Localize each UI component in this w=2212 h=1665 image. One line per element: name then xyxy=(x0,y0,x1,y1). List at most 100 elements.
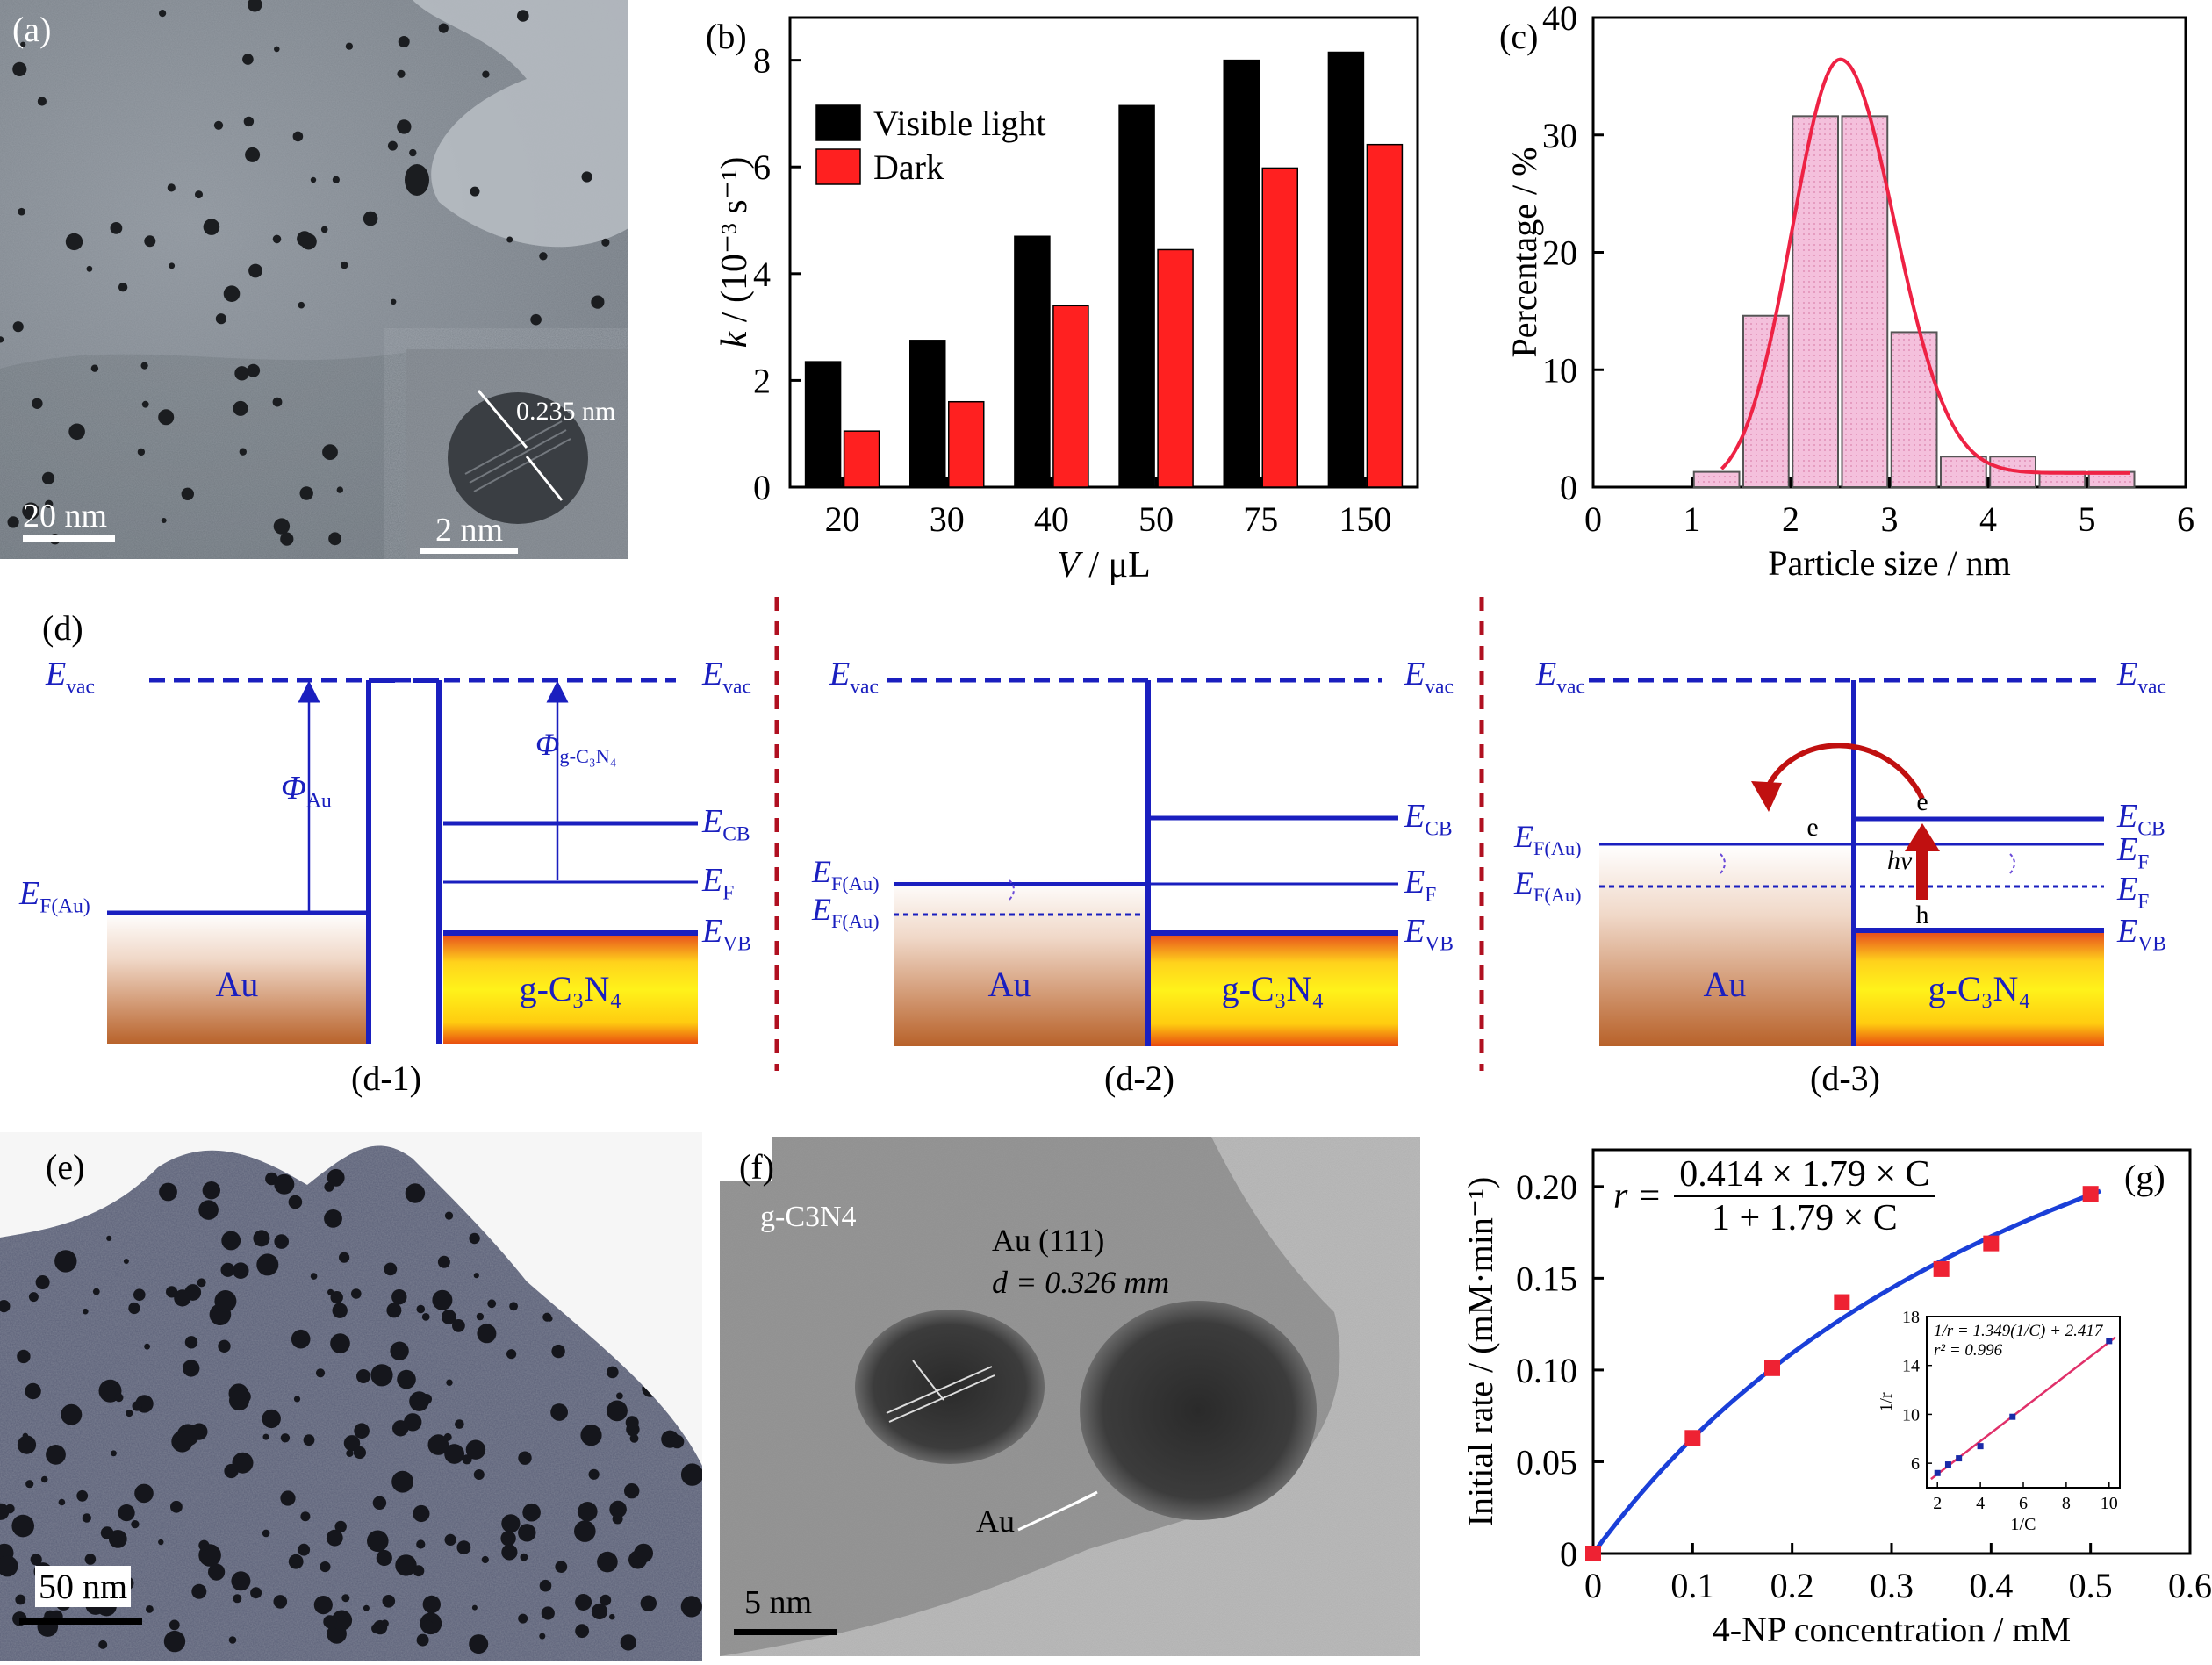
nanoparticle xyxy=(670,1434,685,1449)
nanoparticle xyxy=(506,1349,517,1360)
label-electron-au: e xyxy=(1806,813,1818,842)
nanoparticle xyxy=(248,263,262,278)
nanoparticle xyxy=(518,1524,536,1542)
nanoparticle xyxy=(12,61,27,76)
nanoparticle xyxy=(629,1434,639,1443)
nanoparticle xyxy=(232,1262,249,1279)
inset-x-label: 1/C xyxy=(2011,1515,2036,1534)
fit-curve xyxy=(1591,1188,2101,1555)
nanoparticle xyxy=(541,1606,555,1620)
nanoparticle xyxy=(326,1529,343,1547)
inset-data-point xyxy=(2009,1413,2016,1420)
nanoparticle xyxy=(213,120,224,130)
nanoparticle xyxy=(114,1393,124,1403)
nanoparticle xyxy=(106,1235,112,1241)
label-ef: EF xyxy=(2116,871,2149,914)
nanoparticle xyxy=(555,1561,568,1573)
bar-visible-light xyxy=(1327,51,1365,488)
nanoparticle xyxy=(591,1603,608,1620)
nanoparticle xyxy=(397,119,412,134)
nanoparticle xyxy=(25,1382,41,1400)
nanoparticle xyxy=(300,1511,311,1522)
shift-arrow xyxy=(1720,853,1726,874)
nanoparticle xyxy=(11,1514,34,1538)
bar-dark xyxy=(1157,248,1194,488)
bar-dark xyxy=(1366,143,1404,488)
nanoparticle xyxy=(539,1633,546,1640)
nanoparticle xyxy=(432,1289,453,1310)
nanoparticle xyxy=(280,1433,291,1443)
label-hv: hv xyxy=(1887,846,1913,875)
nanoparticle xyxy=(0,1300,11,1313)
nanoparticle xyxy=(607,1366,619,1379)
nanoparticle xyxy=(341,1594,350,1603)
chart-b: 0 2 4 6 8 20 30 40 50 75 150 V / μL k / (10⁻³ s⁻¹) Vi… xyxy=(685,0,1475,597)
nanoparticle xyxy=(530,313,542,326)
nanoparticle xyxy=(501,1544,518,1561)
nanoparticle xyxy=(551,1344,565,1359)
nanoparticle xyxy=(291,1329,311,1349)
nanoparticle xyxy=(98,1640,108,1649)
nanoparticle xyxy=(0,1503,10,1520)
nanoparticle xyxy=(416,1304,426,1314)
nanoparticle xyxy=(332,1303,348,1318)
nanoparticle xyxy=(90,364,99,372)
chart-c-svg: 0 1 2 3 4 5 6 0 10 20 30 40 Particle size / nm Percen… xyxy=(1505,0,2194,583)
nanoparticle xyxy=(159,1182,177,1202)
y-tick-label: 10 xyxy=(1542,350,1577,390)
nanoparticle xyxy=(253,1230,270,1247)
nanoparticle xyxy=(386,1303,402,1318)
nanoparticle xyxy=(274,1173,295,1195)
nanoparticle xyxy=(15,1594,26,1605)
nanoparticle xyxy=(228,1636,237,1644)
inset-y-tick-label: 14 xyxy=(1902,1357,1920,1376)
nanoparticle xyxy=(183,1360,200,1377)
label-evb: EVB xyxy=(1404,913,1454,956)
label-ef-double-star: EF(Au) xyxy=(1513,819,1582,859)
equation-numerator: 0.414 × 1.79 × C xyxy=(1674,1153,1936,1197)
nanoparticle xyxy=(161,518,167,523)
nanoparticle xyxy=(288,1554,304,1569)
nanoparticle xyxy=(444,1211,454,1220)
y-tick-label: 0 xyxy=(1560,1534,1577,1574)
nanoparticle xyxy=(272,397,283,407)
nanoparticle xyxy=(500,1531,516,1547)
nanoparticle xyxy=(299,486,313,500)
band-diagram-d: Evac Evac ΦAu Φg-C₃N₄ EF(Au) ECB EF EVB Au g-C₃N₄… xyxy=(0,597,2212,1123)
nanoparticle xyxy=(427,1434,449,1455)
nanoparticle xyxy=(601,238,610,247)
nanoparticle xyxy=(391,1289,407,1305)
nanoparticle xyxy=(197,1278,206,1288)
inset-x-tick-label: 8 xyxy=(2062,1494,2071,1513)
nanoparticle xyxy=(624,1483,640,1499)
au-block xyxy=(1599,845,1854,1046)
nanoparticle xyxy=(390,1341,409,1360)
nanoparticle xyxy=(469,1232,480,1245)
nanoparticle xyxy=(376,1549,392,1567)
panel-label-a: (a) xyxy=(12,10,52,49)
data-point xyxy=(1834,1294,1850,1310)
nanoparticle xyxy=(274,1234,290,1249)
y-tick-label: 20 xyxy=(1542,233,1577,273)
bar-dark xyxy=(1261,167,1298,488)
nanoparticle xyxy=(473,1273,479,1279)
chart-c: 0 1 2 3 4 5 6 0 10 20 30 40 Particle size / nm Percen… xyxy=(1475,0,2212,597)
nanoparticle xyxy=(363,211,378,226)
nanoparticle xyxy=(345,42,353,50)
nanoparticle xyxy=(298,301,305,309)
scale-bar-f xyxy=(734,1629,837,1635)
nanoparticle xyxy=(395,1554,417,1576)
nanoparticle xyxy=(322,444,338,460)
inset-y-label: 1/r xyxy=(1877,1392,1896,1412)
nanoparticle xyxy=(250,1587,262,1599)
nanoparticle xyxy=(330,1291,343,1304)
nanoparticle xyxy=(397,69,406,78)
nanoparticle xyxy=(300,233,317,250)
nanoparticle xyxy=(221,1231,241,1251)
x-tick-label: 4 xyxy=(1979,499,1997,539)
bar-visible-light xyxy=(1223,59,1260,488)
inset-data-point xyxy=(1977,1443,1984,1450)
nanoparticle xyxy=(141,400,149,408)
tem-image-a xyxy=(0,0,628,559)
label-evb: EVB xyxy=(701,913,751,956)
